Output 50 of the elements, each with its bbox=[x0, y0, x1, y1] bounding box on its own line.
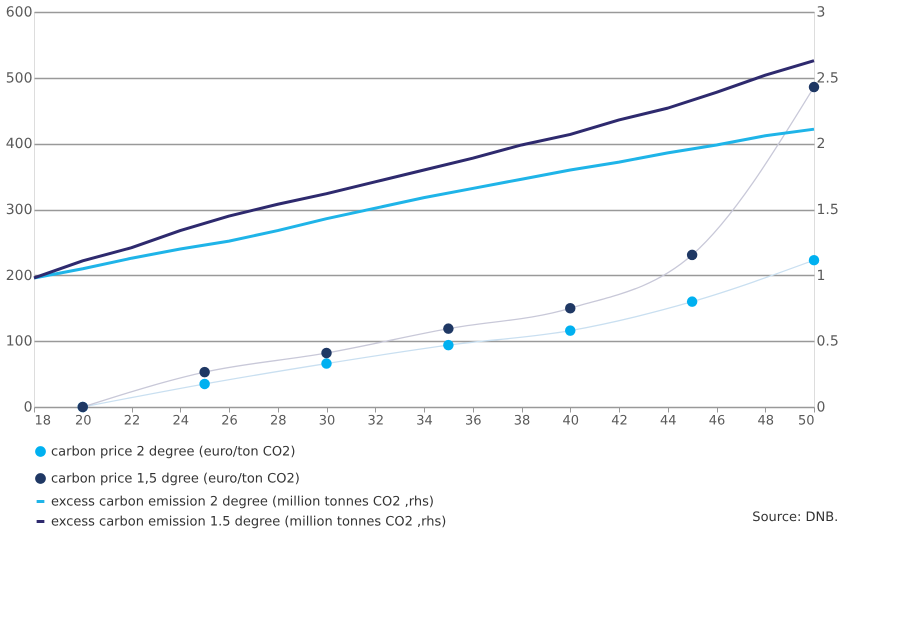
y2-tick-label: 3 bbox=[816, 4, 826, 20]
point bbox=[686, 296, 698, 307]
y2-tick-label: 0.5 bbox=[816, 334, 839, 350]
legend-label: excess carbon emission 1.5 degree (million tonnes CO2 ,rhs) bbox=[51, 514, 446, 530]
point bbox=[443, 323, 454, 334]
point bbox=[808, 82, 820, 92]
x-tick-label: 42 bbox=[611, 414, 628, 428]
y-tick-label: 500 bbox=[6, 70, 32, 86]
x-tick-label: 28 bbox=[270, 414, 287, 428]
line-series bbox=[32, 59, 816, 280]
x-tick-label: 40 bbox=[562, 414, 580, 428]
point bbox=[199, 378, 210, 390]
x-tick-label: 26 bbox=[221, 414, 238, 428]
x-tick-label: 46 bbox=[708, 414, 726, 428]
point bbox=[565, 325, 576, 336]
x-tick-label: 44 bbox=[660, 414, 677, 428]
y-tick-label: 100 bbox=[6, 334, 32, 350]
point bbox=[321, 348, 332, 358]
point bbox=[443, 340, 454, 350]
legend-label: carbon price 2 degree (euro/ton CO2) bbox=[51, 444, 296, 460]
x-tick-label: 24 bbox=[172, 414, 190, 428]
x-tick-label: 48 bbox=[757, 414, 774, 428]
legend-label: carbon price 1,5 dgree (euro/ton CO2) bbox=[51, 472, 300, 486]
point bbox=[565, 303, 576, 314]
point bbox=[199, 366, 210, 378]
y-tick-label: 0 bbox=[24, 400, 32, 416]
x-tick-label: 36 bbox=[464, 414, 482, 428]
point bbox=[686, 250, 698, 260]
point bbox=[808, 254, 820, 266]
point bbox=[321, 358, 332, 369]
x-tick-label: 18 bbox=[34, 414, 52, 428]
legend-label: excess carbon emission 2 degree (million tonnes CO2 ,rhs) bbox=[51, 494, 434, 510]
x-tick-label: 20 bbox=[74, 414, 92, 428]
y2-tick-label: 1 bbox=[816, 268, 826, 284]
x-tick-label: 32 bbox=[367, 414, 384, 428]
y2-tick-label: 2.5 bbox=[816, 70, 839, 86]
y2-tick-label: 2 bbox=[816, 136, 826, 152]
x-tick-label: 22 bbox=[124, 414, 140, 428]
y-tick-label: 200 bbox=[6, 268, 32, 284]
y-tick-label: 600 bbox=[6, 4, 32, 20]
x-tick-label: 30 bbox=[318, 414, 336, 428]
x-tick-label: 34 bbox=[416, 414, 433, 428]
source-note: Source: DNB. bbox=[752, 510, 838, 525]
y-tick-label: 300 bbox=[6, 202, 32, 218]
y2-tick-label: 1.5 bbox=[816, 202, 839, 218]
y2-tick-label: 0 bbox=[816, 400, 826, 416]
line-series bbox=[32, 128, 816, 280]
x-tick-label: 50 bbox=[798, 414, 814, 428]
y-tick-label: 400 bbox=[6, 136, 32, 152]
x-tick-label: 38 bbox=[514, 414, 530, 428]
